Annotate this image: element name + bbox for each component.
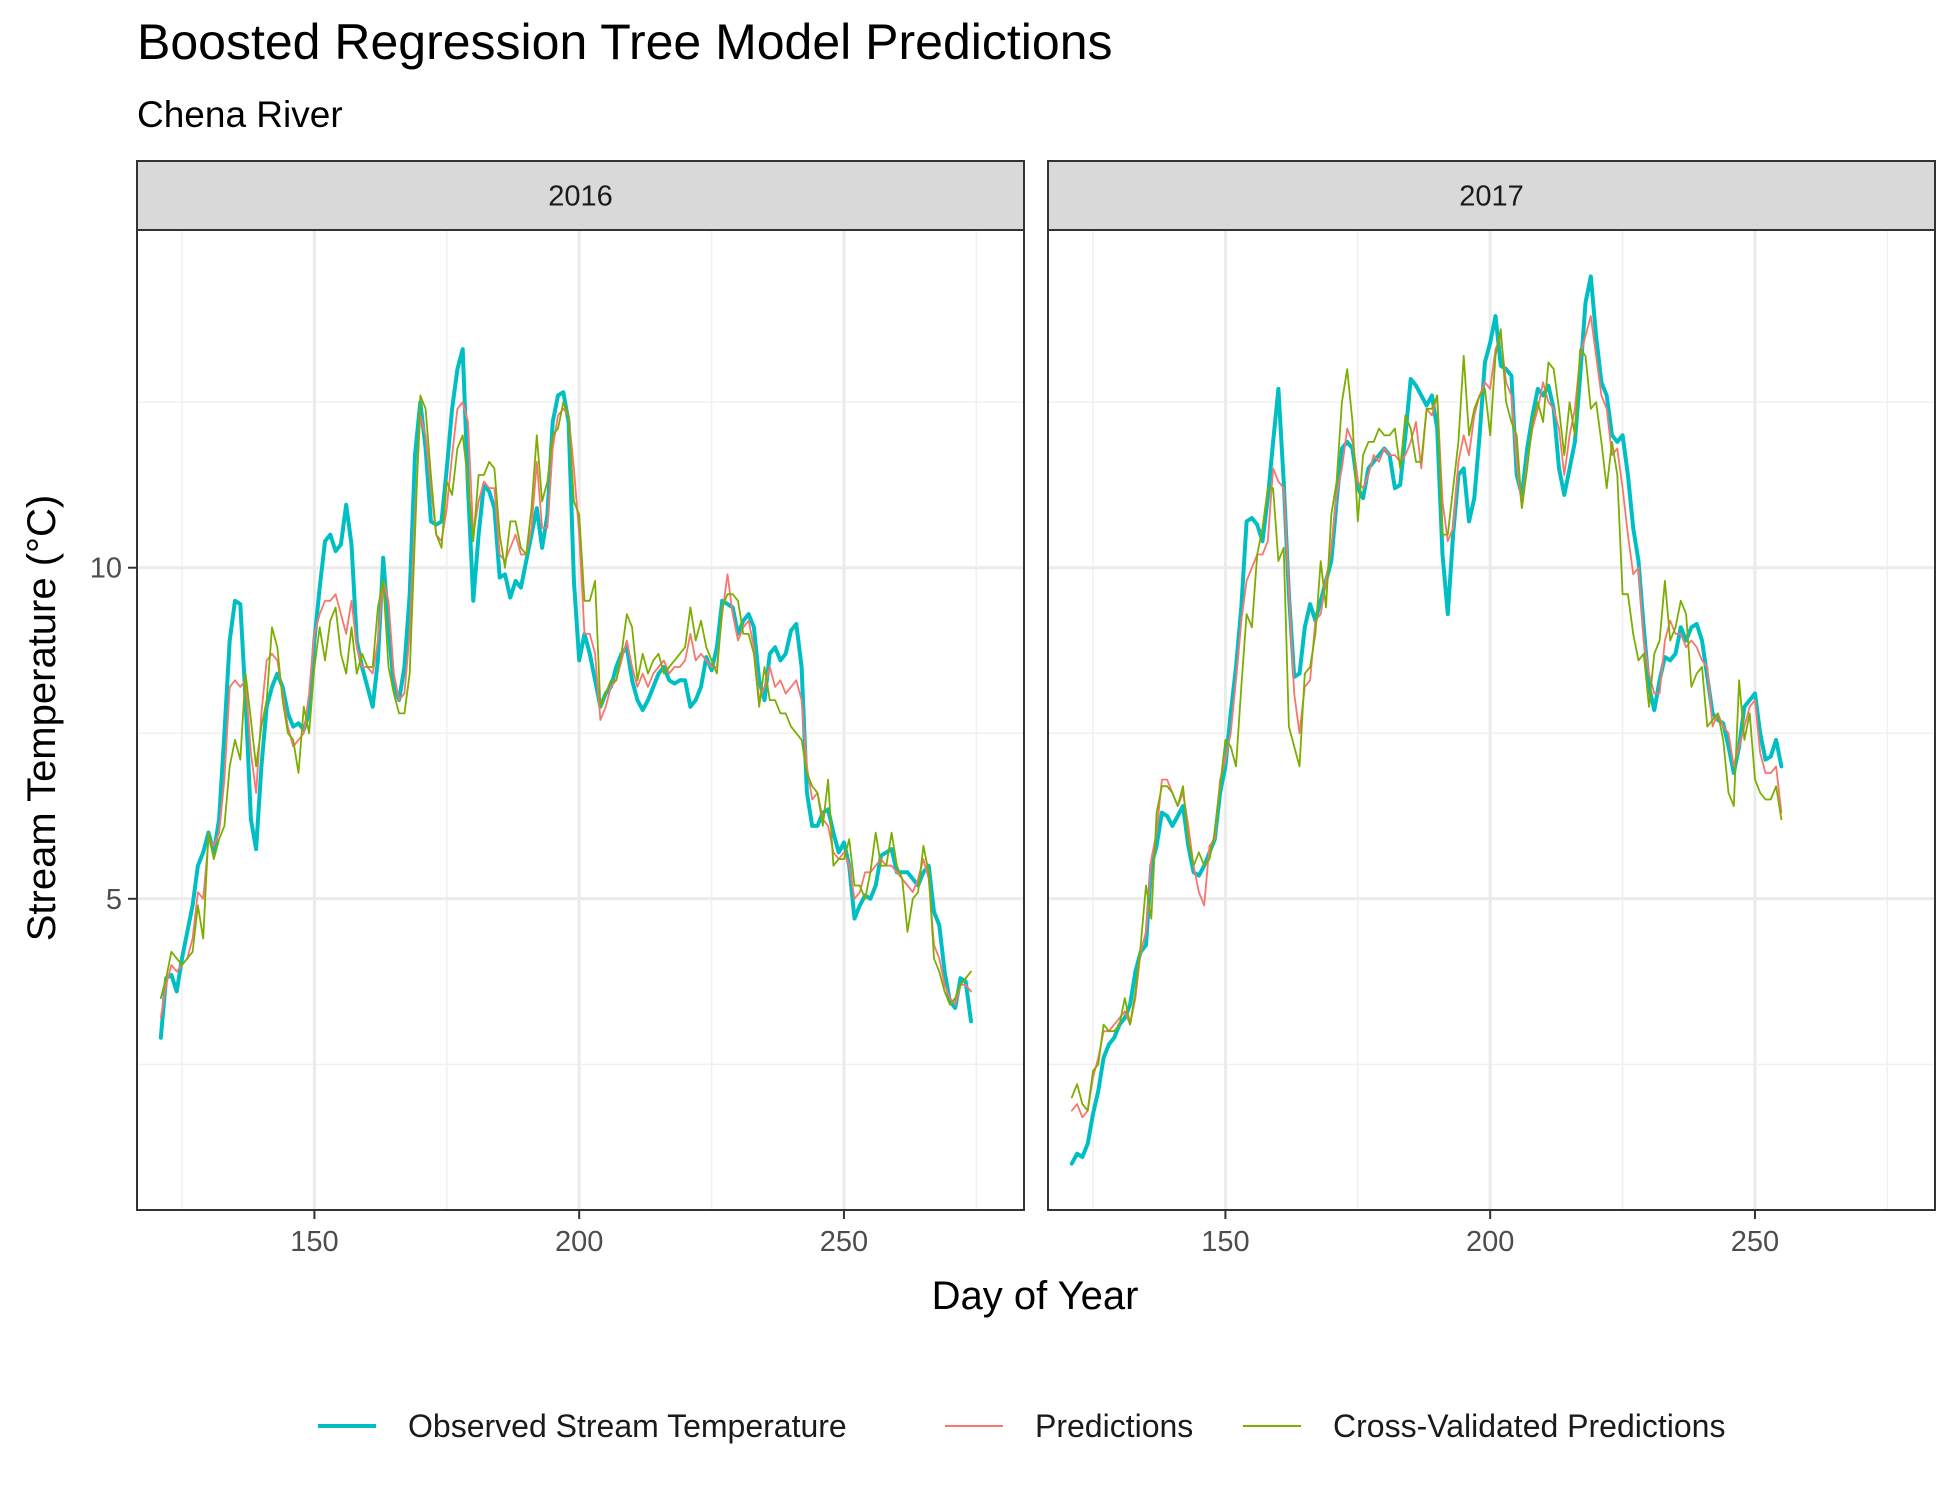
series-line-predictions — [159, 401, 972, 1019]
x-tick-label: 200 — [1466, 1226, 1514, 1258]
legend-label-cross-validated-predictions: Cross-Validated Predictions — [1333, 1408, 1725, 1444]
y-axis-title: Stream Temperature (°C) — [20, 495, 64, 942]
legend-label-observed-stream-temperature: Observed Stream Temperature — [408, 1408, 847, 1444]
facet-strip-label: 2017 — [1459, 181, 1524, 213]
panel-2017: 2017 150 200 250 — [1047, 160, 1936, 1258]
x-tick-label: 150 — [290, 1226, 338, 1258]
chart-subtitle: Chena River — [137, 94, 343, 135]
legend: Observed Stream Temperature Predictions Cr… — [318, 1408, 1725, 1444]
y-tick-label: 10 — [90, 553, 122, 585]
x-tick-label: 150 — [1201, 1226, 1249, 1258]
y-tick-label: 5 — [106, 884, 122, 916]
x-axis-title: Day of Year — [932, 1274, 1139, 1318]
chart-title: Boosted Regression Tree Model Prediction… — [137, 14, 1113, 70]
x-tick-label: 250 — [1731, 1226, 1779, 1258]
x-tick-label: 200 — [555, 1226, 603, 1258]
series-line-cross-validated-predictions — [1070, 328, 1783, 1112]
facet-strip-label: 2016 — [548, 181, 613, 213]
facet-strip — [1047, 160, 1936, 231]
facet-strip — [136, 160, 1025, 231]
x-tick-label: 250 — [820, 1226, 868, 1258]
series-line-cross-validated-predictions — [159, 394, 972, 1006]
legend-label-predictions: Predictions — [1035, 1408, 1193, 1444]
panel-2016: 2016 150 200 250 5 10 — [90, 160, 1025, 1258]
